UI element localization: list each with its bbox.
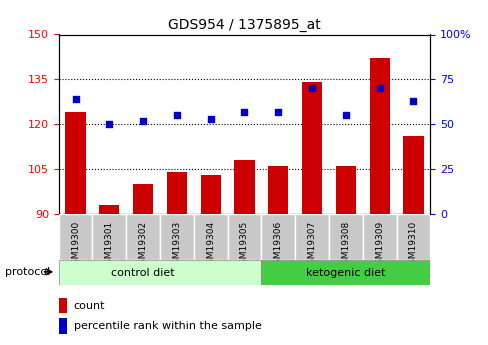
- Point: [375, 86, 383, 91]
- Text: protocol: protocol: [5, 267, 50, 277]
- Bar: [99, 205, 119, 214]
- FancyBboxPatch shape: [92, 214, 126, 260]
- Bar: [267, 166, 288, 214]
- FancyBboxPatch shape: [160, 214, 193, 260]
- Point: [240, 109, 248, 115]
- Bar: [133, 184, 153, 214]
- Text: ketogenic diet: ketogenic diet: [305, 268, 385, 277]
- Text: GSM19310: GSM19310: [408, 221, 417, 270]
- FancyBboxPatch shape: [295, 214, 328, 260]
- Text: GSM19307: GSM19307: [307, 221, 316, 270]
- Text: control diet: control diet: [111, 268, 175, 277]
- Point: [139, 118, 147, 124]
- Bar: [59, 298, 67, 313]
- Point: [173, 112, 181, 118]
- Bar: [403, 136, 423, 214]
- Text: GSM19306: GSM19306: [273, 221, 282, 270]
- Bar: [335, 166, 355, 214]
- Text: GSM19301: GSM19301: [104, 221, 114, 270]
- Text: GSM19309: GSM19309: [374, 221, 384, 270]
- Text: GSM19305: GSM19305: [240, 221, 248, 270]
- Bar: [234, 160, 254, 214]
- FancyBboxPatch shape: [362, 214, 396, 260]
- Bar: [59, 318, 67, 334]
- FancyBboxPatch shape: [193, 214, 227, 260]
- Point: [307, 86, 315, 91]
- Text: GSM19303: GSM19303: [172, 221, 181, 270]
- FancyBboxPatch shape: [59, 260, 261, 285]
- Bar: [301, 82, 322, 214]
- Text: GSM19308: GSM19308: [341, 221, 349, 270]
- FancyBboxPatch shape: [126, 214, 160, 260]
- Bar: [166, 172, 187, 214]
- Point: [341, 112, 349, 118]
- Bar: [369, 58, 389, 214]
- Text: GSM19302: GSM19302: [139, 221, 147, 270]
- Text: count: count: [73, 301, 105, 311]
- Point: [408, 98, 416, 104]
- FancyBboxPatch shape: [227, 214, 261, 260]
- FancyBboxPatch shape: [396, 214, 429, 260]
- Bar: [65, 112, 85, 214]
- FancyBboxPatch shape: [59, 214, 92, 260]
- FancyBboxPatch shape: [261, 260, 447, 285]
- Text: GSM19304: GSM19304: [206, 221, 215, 270]
- Point: [72, 96, 80, 102]
- Title: GDS954 / 1375895_at: GDS954 / 1375895_at: [168, 18, 320, 32]
- FancyBboxPatch shape: [261, 214, 295, 260]
- Text: GSM19300: GSM19300: [71, 221, 80, 270]
- Bar: [200, 175, 221, 214]
- Text: percentile rank within the sample: percentile rank within the sample: [73, 321, 261, 331]
- Point: [105, 121, 113, 127]
- Point: [274, 109, 282, 115]
- Point: [206, 116, 214, 121]
- FancyBboxPatch shape: [328, 214, 362, 260]
